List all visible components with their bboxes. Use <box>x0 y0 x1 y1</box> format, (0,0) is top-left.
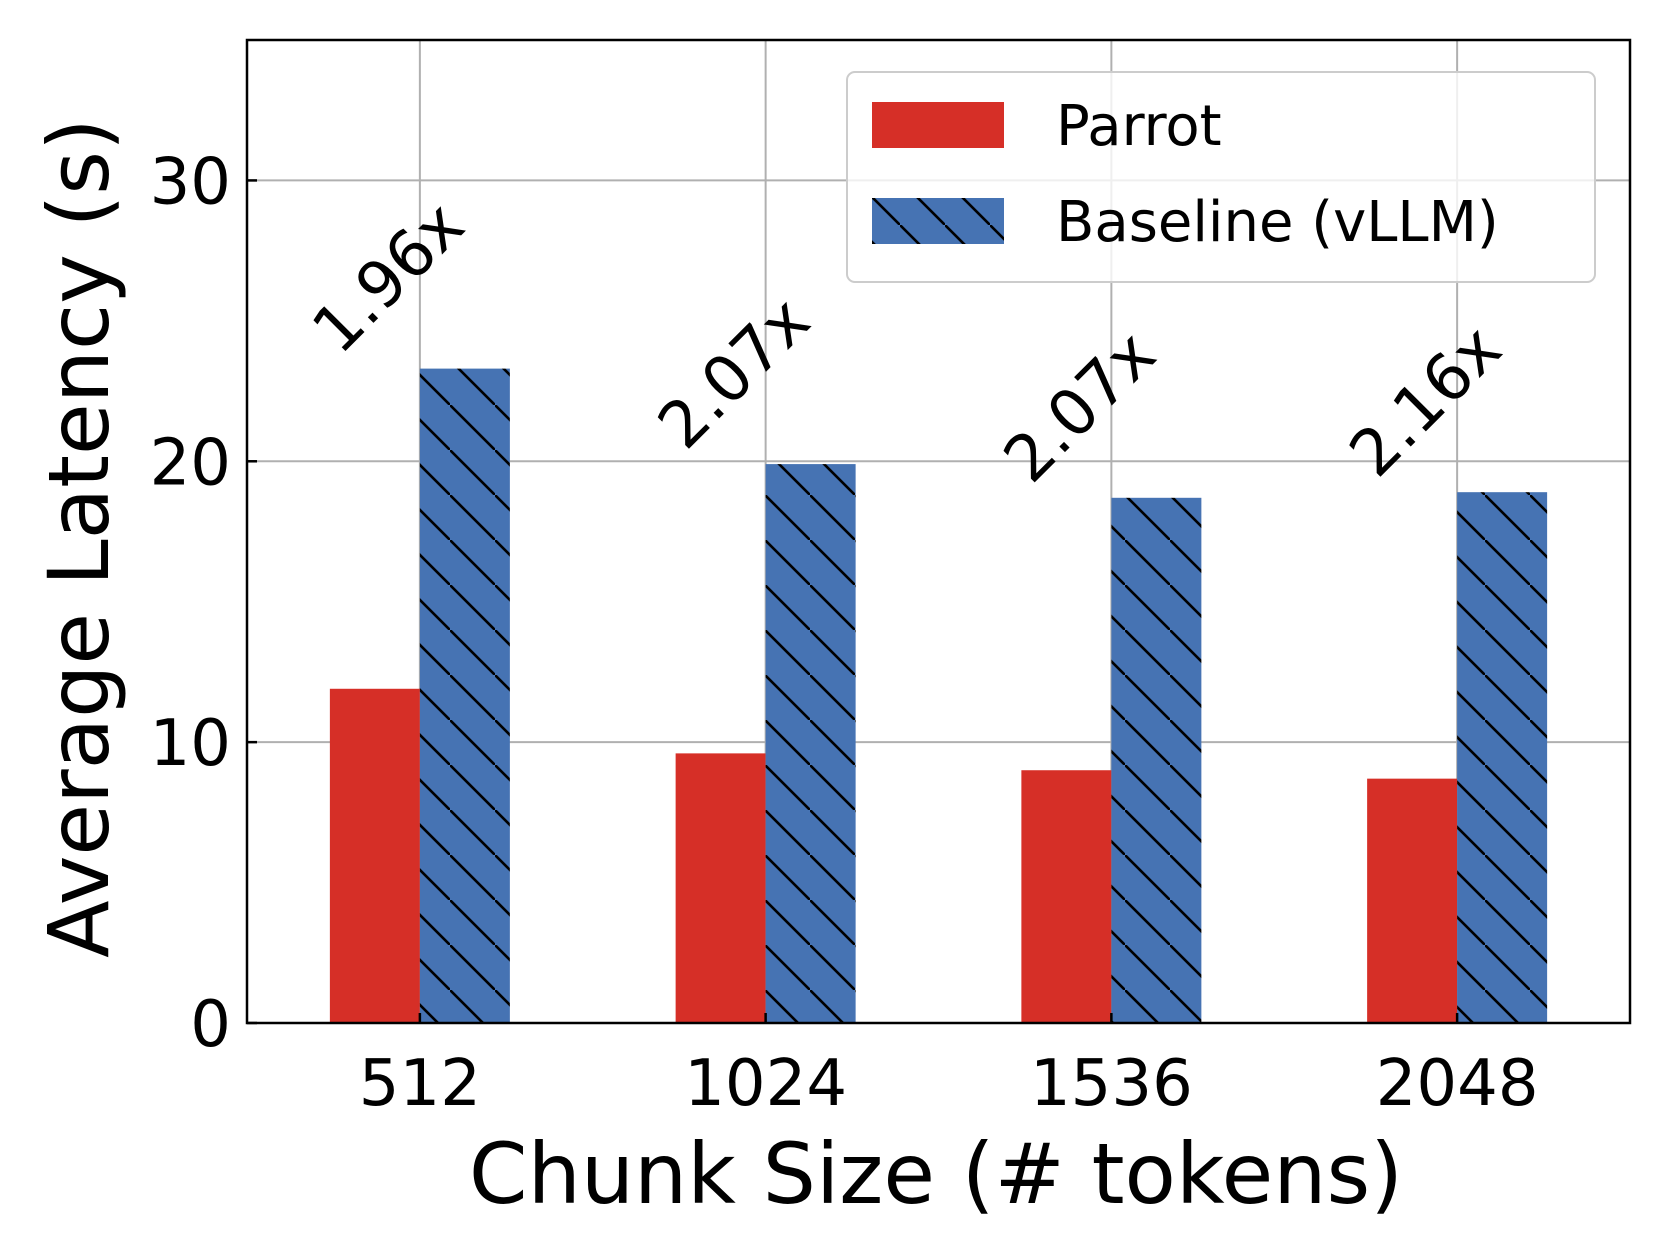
legend-label-parrot: Parrot <box>1056 94 1222 159</box>
x-tick-label: 512 <box>359 1047 481 1121</box>
legend-box <box>846 71 1596 283</box>
axis-ticks: 0 10 20 30 512 1024 1536 2048 <box>150 145 1539 1121</box>
y-tick-label: 10 <box>150 707 231 781</box>
bar-baseline <box>765 464 856 1023</box>
bar-parrot <box>1367 778 1458 1023</box>
bar-baseline <box>1111 497 1202 1024</box>
legend: Parrot Baseline (vLLM) <box>846 71 1596 283</box>
legend-swatch-baseline <box>872 198 1004 244</box>
x-tick-label: 2048 <box>1376 1047 1539 1121</box>
bar-parrot <box>329 688 420 1023</box>
bar-baseline <box>419 368 510 1023</box>
legend-label-baseline: Baseline (vLLM) <box>1056 190 1499 255</box>
y-tick-label: 0 <box>190 988 231 1062</box>
y-tick-label: 30 <box>150 145 231 219</box>
legend-swatch-parrot <box>872 102 1004 148</box>
x-axis-label: Chunk Size (# tokens) <box>469 1125 1403 1223</box>
speedup-label: 2.07x <box>645 284 825 464</box>
bars <box>329 368 1548 1024</box>
plot-frame <box>245 38 1632 1025</box>
x-tick-label: 1024 <box>684 1047 847 1121</box>
speedup-label: 1.96x <box>299 188 479 368</box>
bar-parrot <box>1021 770 1112 1023</box>
speedup-label: 2.07x <box>990 317 1170 497</box>
bar-parrot <box>675 753 766 1023</box>
y-tick-label: 20 <box>150 426 231 500</box>
bar-baseline <box>1457 492 1548 1023</box>
speedup-label: 2.16x <box>1336 312 1516 492</box>
y-axis-label: Average Latency (s) <box>30 118 128 958</box>
x-tick-label: 1536 <box>1030 1047 1193 1121</box>
